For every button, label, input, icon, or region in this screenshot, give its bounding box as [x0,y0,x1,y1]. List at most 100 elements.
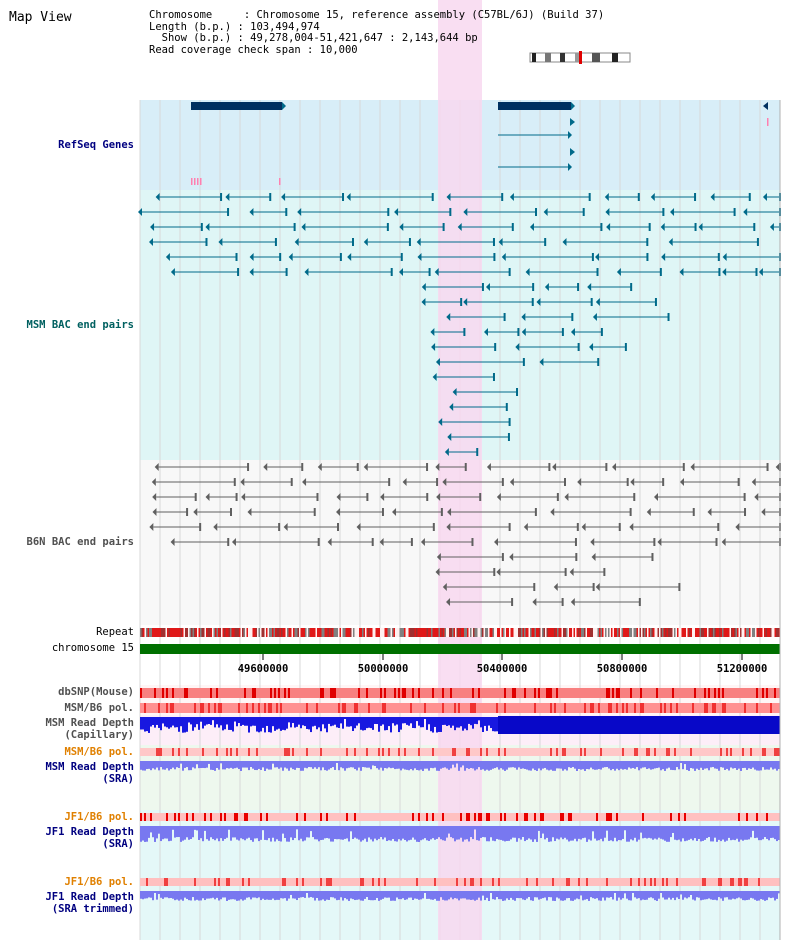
read-depth-bar [328,761,330,770]
heatmap-cell [758,703,760,713]
read-depth-bar [474,717,476,724]
heatmap-cell [146,748,148,756]
heatmap-cell [228,748,230,756]
heatmap-cell [474,688,476,698]
read-depth-bar [278,717,280,729]
heatmap-cell [214,813,216,821]
b6n-bac-pair-end [532,598,537,606]
heatmap-cell [150,813,152,821]
repeat-element [432,628,434,637]
heatmap-cell [368,813,370,821]
heatmap-cell [370,813,372,821]
refseq-gene-arrow [570,148,575,156]
repeat-element [248,628,250,637]
read-depth-bar [438,826,440,838]
track-label-dbsnp[interactable]: dbSNP(Mouse) [58,686,134,698]
read-depth-bar [748,826,750,840]
heatmap-cell [712,703,714,713]
read-depth-bar [198,826,200,840]
track-label-msm-read-capillary[interactable]: MSM Read Depth (Capillary) [45,717,134,741]
heatmap-cell [214,748,216,756]
read-depth-bar [290,717,292,728]
heatmap-cell [296,703,298,713]
read-depth-bar [336,891,338,901]
msm-read-capillary-line2: (Capillary) [64,729,134,741]
heatmap-cell [738,813,740,821]
read-depth-bar [494,891,496,900]
heatmap-cell [494,688,496,698]
repeat-element [585,628,587,637]
heatmap-cell [742,688,744,698]
heatmap-cell [356,703,358,713]
repeat-element [639,628,641,637]
track-label-b6n-bac[interactable]: B6N BAC end pairs [26,536,134,548]
heatmap-cell [414,688,416,698]
read-depth-bar [632,761,634,768]
msm-bac-pair-end [394,208,399,216]
track-label-refseq[interactable]: RefSeq Genes [58,139,134,151]
read-depth-bar [480,826,482,838]
read-depth-bar [238,717,240,724]
heatmap-cell [246,748,248,756]
heatmap-cell [170,703,172,713]
track-label-msm-read-sra[interactable]: MSM Read Depth (SRA) [45,761,134,785]
read-depth-bar [588,891,590,901]
heatmap-cell [582,878,584,886]
heatmap-cell [538,688,540,698]
heatmap-cell [608,748,610,756]
heatmap-cell [230,748,232,756]
repeat-element [347,628,349,637]
track-label-jf1-read-trimmed[interactable]: JF1 Read Depth (SRA trimmed) [45,891,134,915]
heatmap-cell [660,703,662,713]
heatmap-cell [448,748,450,756]
read-depth-bar [156,761,158,768]
heatmap-cell [698,688,700,698]
repeat-element [605,628,607,637]
read-depth-bar [228,891,230,900]
heatmap-cell [672,703,674,713]
heatmap-cell [350,688,352,698]
track-label-msm-b6-pol-2[interactable]: MSM/B6 pol. [64,746,134,758]
read-depth-bar [204,717,206,726]
heatmap-cell [366,688,368,698]
heatmap-cell [318,688,320,698]
heatmap-cell [630,878,632,886]
track-label-jf1-b6-pol[interactable]: JF1/B6 pol. [64,811,134,823]
repeat-element [357,628,359,637]
read-depth-bar [418,761,420,771]
b6n-bac-pair-end [170,538,175,546]
heatmap-cell [424,813,426,821]
heatmap-cell [586,813,588,821]
jf1-read-trimmed-line1: JF1 Read Depth [45,891,134,903]
heatmap-cell [364,878,366,886]
ideogram-band [612,53,618,62]
heatmap-cell [540,703,542,713]
track-label-jf1-read-sra[interactable]: JF1 Read Depth (SRA) [45,826,134,850]
heatmap-cell [582,748,584,756]
heatmap-cell [374,748,376,756]
heatmap-cell [464,878,466,886]
track-label-jf1-b6-pol-2[interactable]: JF1/B6 pol. [64,876,134,888]
track-label-msm-bac[interactable]: MSM BAC end pairs [26,319,134,331]
heatmap-cell [568,813,570,821]
read-depth-bar [306,717,308,729]
heatmap-cell [344,703,346,713]
read-depth-bar [510,761,512,768]
heatmap-cell [322,748,324,756]
repeat-element [210,628,212,637]
heatmap-cell [554,703,556,713]
heatmap-cell [394,878,396,886]
heatmap-cell [642,748,644,756]
read-depth-bar [494,826,496,842]
heatmap-cell [474,878,476,886]
b6n-bac-pair-end [751,478,756,486]
heatmap-cell [772,748,774,756]
heatmap-cell [636,703,638,713]
track-label-msm-b6-pol[interactable]: MSM/B6 pol. [64,702,134,714]
read-depth-bar [374,717,376,724]
heatmap-cell [298,703,300,713]
read-depth-bar [432,891,434,900]
heatmap-cell [270,703,272,713]
read-depth-bar [376,891,378,898]
